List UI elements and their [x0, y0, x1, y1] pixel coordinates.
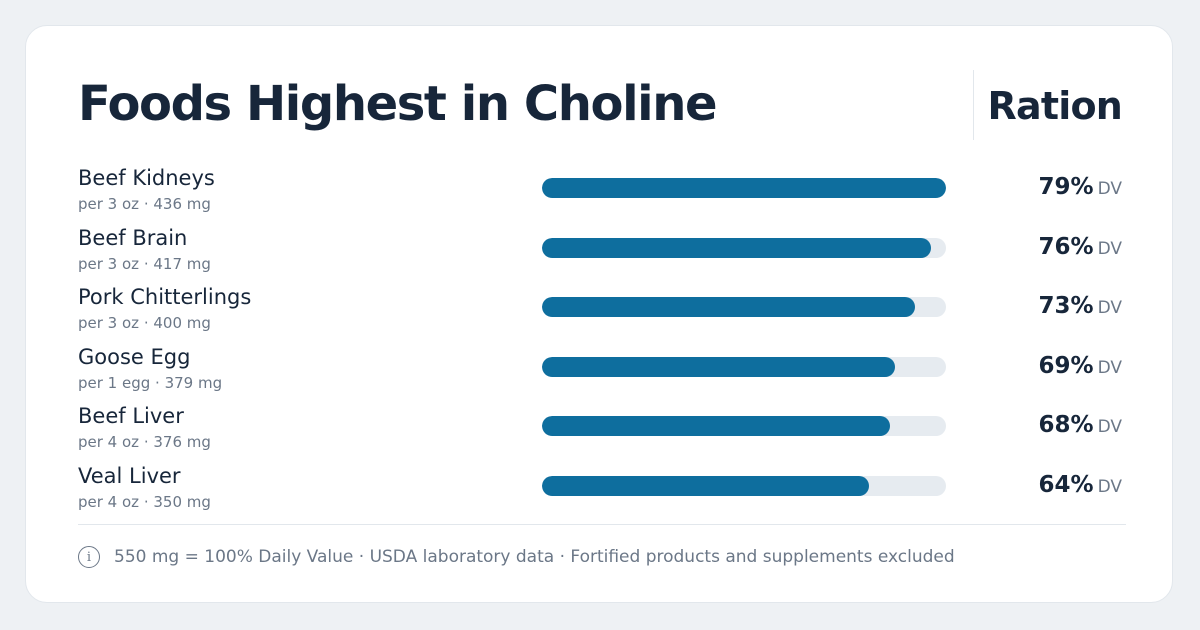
serving-detail: per 3 oz · 400 mg: [78, 314, 211, 333]
serving-detail: per 4 oz · 376 mg: [78, 433, 211, 452]
info-icon: i: [78, 546, 100, 568]
bar-fill: [542, 476, 870, 496]
bar-row: Veal Liver per 4 oz · 350 mg 64% DV: [26, 462, 1172, 518]
food-name: Beef Kidneys: [78, 166, 215, 190]
bar-track: [542, 297, 946, 318]
chart-card: Foods Highest in Choline Ration Beef Kid…: [25, 25, 1173, 603]
value-label: 76% DV: [1039, 232, 1122, 264]
value-label: 69% DV: [1039, 351, 1122, 383]
percent-value: 68%: [1038, 412, 1094, 439]
serving-detail: per 3 oz · 436 mg: [78, 195, 211, 213]
percent-unit: DV: [1097, 298, 1122, 319]
food-name: Beef Brain: [78, 225, 188, 250]
bar-track: [542, 416, 946, 437]
food-name: Veal Liver: [78, 464, 181, 488]
percent-value: 76%: [1038, 233, 1094, 260]
food-name: Beef Liver: [78, 404, 184, 429]
bar-fill: [542, 178, 946, 198]
header-divider: [973, 70, 974, 140]
bar-row: Beef Brain per 3 oz · 417 mg 76% DV: [26, 224, 1172, 280]
food-name: Goose Egg: [78, 344, 191, 369]
value-label: 73% DV: [1039, 291, 1122, 323]
bar-fill: [542, 297, 916, 318]
bar-track: [542, 476, 946, 496]
bar-row: Beef Kidneys per 3 oz · 436 mg 79% DV: [26, 164, 1172, 220]
chart-title: Foods Highest in Choline: [78, 76, 718, 132]
bar-row: Goose Egg per 1 egg · 379 mg 69% DV: [26, 343, 1172, 399]
footnote: i 550 mg = 100% Daily Value · USDA labor…: [78, 544, 955, 570]
bar-row: Beef Liver per 4 oz · 376 mg 68% DV: [26, 402, 1172, 458]
bar-track: [542, 356, 946, 377]
percent-unit: DV: [1097, 179, 1122, 199]
bar-fill: [542, 416, 890, 437]
serving-detail: per 4 oz · 350 mg: [78, 493, 211, 511]
percent-unit: DV: [1097, 417, 1122, 438]
value-label: 79% DV: [1039, 172, 1122, 204]
serving-detail: per 1 egg · 379 mg: [78, 373, 223, 392]
footnote-text: 550 mg = 100% Daily Value · USDA laborat…: [114, 547, 955, 567]
serving-detail: per 3 oz · 417 mg: [78, 254, 211, 273]
value-label: 68% DV: [1039, 410, 1122, 442]
footer-divider: [78, 524, 1126, 525]
value-label: 64% DV: [1039, 470, 1122, 502]
bar-row: Pork Chitterlings per 3 oz · 400 mg 73% DV: [26, 283, 1172, 339]
bar-fill: [542, 237, 931, 258]
percent-unit: DV: [1097, 357, 1122, 378]
percent-unit: DV: [1097, 477, 1122, 497]
bar-fill: [542, 356, 895, 377]
percent-unit: DV: [1097, 238, 1122, 259]
percent-value: 73%: [1038, 293, 1094, 320]
food-name: Pork Chitterlings: [78, 285, 252, 310]
percent-value: 69%: [1038, 352, 1094, 379]
bar-track: [542, 237, 946, 258]
bar-track: [542, 178, 946, 198]
brand-logo: Ration: [987, 84, 1123, 128]
percent-value: 64%: [1038, 472, 1094, 498]
percent-value: 79%: [1038, 174, 1094, 200]
